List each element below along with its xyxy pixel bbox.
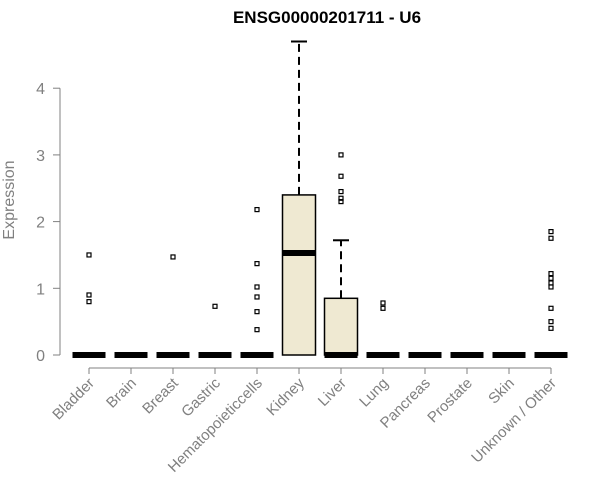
x-tick-label-prostate: Prostate — [424, 375, 476, 427]
x-tick-label-liver: Liver — [315, 375, 350, 410]
outlier-point — [548, 271, 554, 277]
y-axis: 0 1 2 3 4 — [36, 81, 61, 365]
x-tick-label-lung: Lung — [356, 375, 392, 411]
outlier-point — [254, 309, 260, 315]
box-breast — [156, 254, 190, 358]
outlier-point — [338, 173, 344, 179]
outlier-point — [548, 319, 554, 325]
box-unknown-other — [534, 229, 568, 358]
box-liver — [323, 152, 359, 358]
outlier-point — [254, 206, 260, 213]
outlier-point — [86, 299, 92, 305]
y-tick-label: 0 — [36, 348, 45, 365]
outlier-point — [548, 305, 554, 311]
iqr-box — [323, 297, 359, 356]
outlier-point — [254, 284, 260, 290]
y-tick-label: 2 — [36, 215, 45, 232]
box-lung — [366, 300, 400, 358]
outlier-point — [86, 292, 92, 298]
box-bladder — [72, 252, 106, 358]
outlier-point — [338, 195, 344, 201]
box-kidney — [281, 40, 317, 356]
x-tick-label-kidney: Kidney — [263, 374, 308, 419]
y-tick-label: 4 — [36, 81, 45, 98]
outlier-point — [338, 188, 344, 195]
x-tick-label-breast: Breast — [139, 374, 182, 417]
box-gastric — [198, 303, 232, 358]
x-tick-label-brain: Brain — [103, 375, 140, 412]
outlier-point — [380, 305, 386, 311]
box-hematopoieticcells — [240, 206, 274, 358]
y-tick-label: 3 — [36, 148, 45, 165]
outlier-point — [254, 294, 260, 300]
boxes-layer — [72, 40, 568, 358]
outlier-point — [548, 280, 554, 286]
x-axis: Bladder Brain BreastGastricHematopoieticce… — [49, 367, 560, 476]
outlier-point — [212, 303, 218, 309]
y-tick-label: 1 — [36, 281, 45, 298]
outlier-point — [548, 325, 554, 331]
iqr-box — [281, 194, 317, 356]
chart-title: ENSG00000201711 - U6 — [233, 8, 421, 27]
x-tick-label-bladder: Bladder — [49, 375, 98, 424]
y-axis-label: Expression — [1, 160, 18, 239]
outlier-point — [548, 235, 554, 241]
outlier-point — [548, 284, 554, 290]
outlier-point — [254, 327, 260, 333]
outlier-point — [548, 275, 554, 281]
outlier-point — [548, 229, 554, 235]
x-tick-label-skin: Skin — [485, 375, 518, 408]
outlier-point — [338, 198, 344, 205]
outlier-point — [338, 152, 344, 158]
outlier-point — [170, 254, 176, 260]
outlier-point — [254, 261, 260, 267]
outlier-point — [86, 252, 92, 258]
outlier-point — [380, 300, 386, 306]
